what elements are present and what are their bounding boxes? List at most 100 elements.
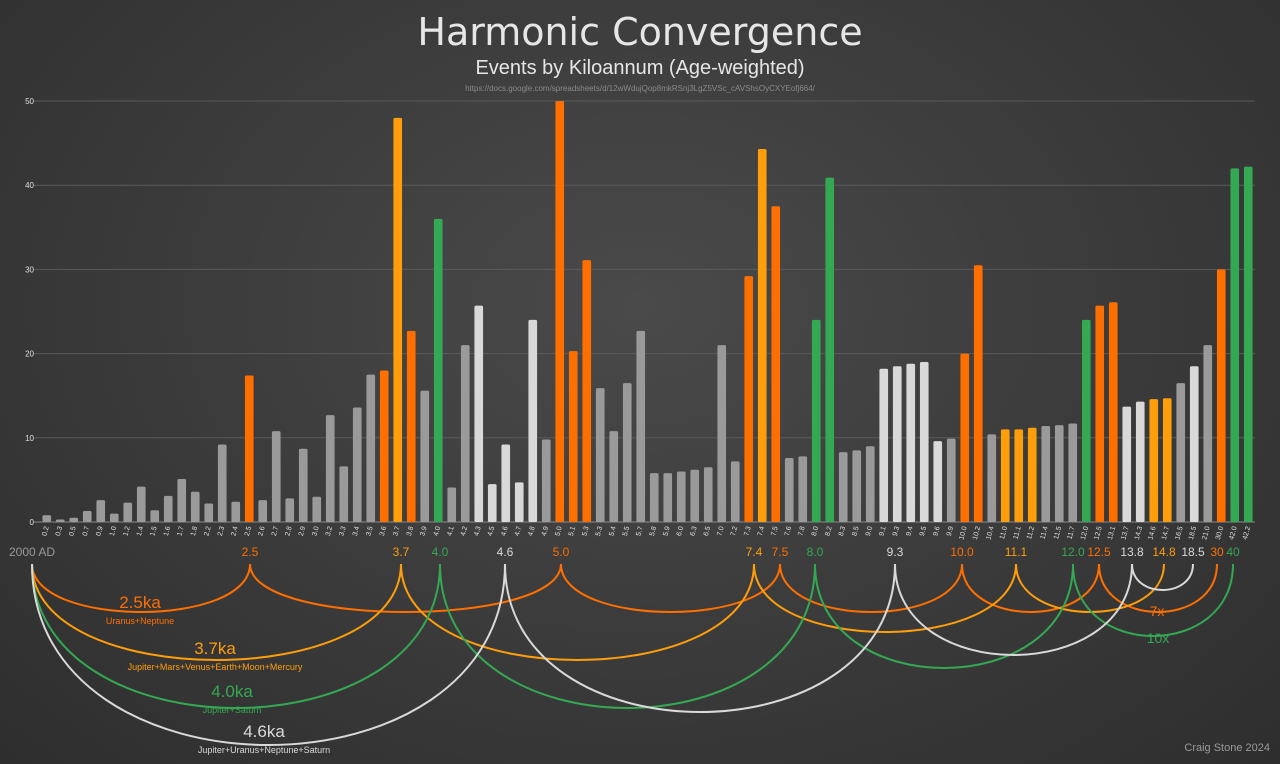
bar [1135,401,1145,522]
bar [1014,429,1024,522]
bar [960,353,970,522]
bar [798,456,808,522]
bar [730,461,740,522]
x-tick-label: 5.5 [622,526,631,537]
bar [541,439,551,522]
x-tick-label: 2.5 [244,526,253,537]
x-tick-label: 10.2 [972,526,982,541]
bar [514,482,524,522]
bar [406,330,416,522]
cycle-arc [814,563,1074,669]
bar [744,276,754,522]
x-tick-label: 3.8 [406,526,415,537]
timeline-marker-label: 11.1 [1005,545,1028,559]
y-tick-label: 20 [25,350,34,359]
x-tick-label: 21.0 [1201,526,1211,541]
bar [1189,366,1199,522]
bar [163,495,173,522]
bar [1162,398,1172,522]
cycle-planets-label: Jupiter+Uranus+Neptune+Saturn [198,745,330,755]
bar [568,351,578,522]
x-tick-label: 7.2 [730,526,739,537]
bar [1095,305,1105,522]
x-tick-label: 2.2 [203,526,212,537]
bar [811,319,821,522]
bar [1041,426,1051,522]
bar [447,487,457,522]
timeline-marker-label: 10.0 [950,545,974,559]
bar [379,370,389,522]
bar [1068,423,1078,522]
bar [1054,425,1064,522]
timeline-marker-label: 8.0 [807,545,824,559]
cycle-arc [1098,563,1218,613]
bar [649,473,659,522]
bar [42,515,52,522]
cycle-arc [1131,563,1194,591]
bar [487,484,497,522]
x-tick-label: 9.3 [892,526,901,537]
bar [717,345,727,522]
cycle-period-label: 4.0ka [211,682,253,701]
x-tick-label: 3.9 [419,526,428,537]
x-tick-label: 12.0 [1080,526,1090,541]
bar [676,471,686,522]
x-tick-label: 9.9 [946,526,955,537]
cycle-arc [779,563,963,613]
bar [973,265,983,522]
bar [1149,399,1159,522]
x-tick-label: 2.8 [284,526,293,537]
multiplier-label: 10x [1147,630,1170,646]
x-tick-label: 11.2 [1026,526,1036,541]
cycle-annotations: 2.5ka Uranus+Neptune 3.7ka Jupiter+Mars+Ven… [106,593,1169,755]
x-tick-label: 6.5 [703,526,712,537]
x-tick-label: 4.7 [514,526,523,537]
x-tick-label: 9.6 [932,526,941,537]
bar [757,148,767,522]
x-axis: 0.2 0.3 0.5 0.7 0.9 1.0 1.2 1.4 1.5 1.6 1.7 1.8 2.2 2… [41,526,1252,541]
x-tick-label: 11.5 [1053,526,1063,541]
bar [838,452,848,522]
bar [555,101,565,522]
x-tick-label: 10.4 [985,526,995,541]
bar [1176,383,1186,522]
x-tick-label: 3.5 [365,526,374,537]
x-tick-label: 13.1 [1107,526,1117,541]
x-tick-label: 2.3 [217,526,226,537]
cycle-arc [894,563,1133,656]
x-tick-label: 1.6 [163,526,172,537]
x-tick-label: 3.6 [379,526,388,537]
x-tick-label: 6.0 [676,526,685,537]
x-tick-label: 9.0 [865,526,874,537]
x-tick-label: 42.2 [1242,526,1252,541]
x-tick-label: 11.0 [999,526,1009,541]
bar [217,444,227,522]
timeline-markers: 2000 AD 2.5 3.7 4.0 4.6 5.0 7.4 7.5 8.0 9.3 10.0 11… [9,545,1240,559]
x-tick-label: 5.1 [568,526,577,537]
x-tick-label: 7.0 [716,526,725,537]
x-tick-label: 3.4 [352,526,361,537]
bar-series [42,101,1253,523]
x-tick-label: 0.9 [95,526,104,537]
x-tick-label: 9.5 [919,526,928,537]
timeline-marker-label: 9.3 [887,545,904,559]
y-axis: 0 10 20 30 40 50 [25,97,34,527]
x-tick-label: 3.3 [338,526,347,537]
timeline-marker-label: 12.0 [1061,545,1085,559]
bar [258,500,268,522]
x-tick-label: 1.4 [136,526,145,537]
x-tick-label: 4.0 [433,526,442,537]
bar [825,177,835,522]
timeline-marker-label: 18.5 [1181,545,1205,559]
timeline-marker-label: 7.5 [772,545,789,559]
x-tick-label: 13.7 [1120,526,1130,541]
x-tick-label: 12.5 [1093,526,1103,541]
x-tick-label: 2.6 [257,526,266,537]
x-tick-label: 8.3 [838,526,847,537]
bar [865,446,875,522]
x-tick-label: 8.0 [811,526,820,537]
bar [595,388,605,522]
source-url: https://docs.google.com/spreadsheets/d/1… [465,84,815,93]
cycle-arc [400,563,755,661]
timeline-marker-label: 12.5 [1087,545,1111,559]
